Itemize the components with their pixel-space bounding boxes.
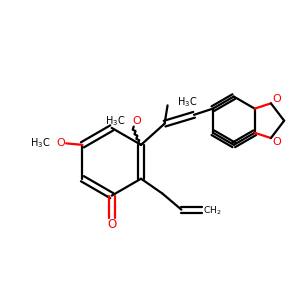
Text: H$_3$C: H$_3$C [105,114,126,128]
Text: O: O [272,137,281,147]
Text: H$_3$C: H$_3$C [177,95,197,109]
Text: CH$_2$: CH$_2$ [203,205,222,217]
Text: O: O [133,116,142,126]
Text: O: O [272,94,281,104]
Text: O: O [107,218,116,231]
Text: H$_3$C: H$_3$C [29,136,50,150]
Text: O: O [56,138,65,148]
